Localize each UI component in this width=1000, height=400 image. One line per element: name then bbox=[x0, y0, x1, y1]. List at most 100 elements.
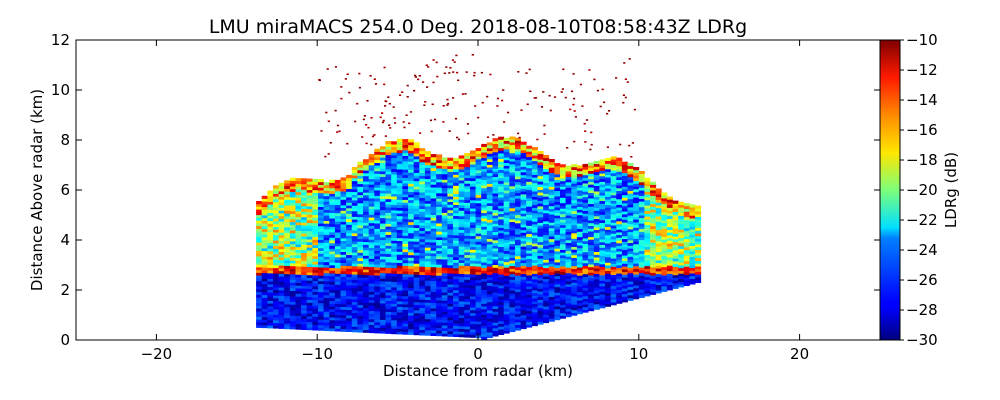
field-cell bbox=[543, 232, 550, 236]
field-cell bbox=[464, 155, 471, 159]
field-cell bbox=[593, 218, 600, 222]
field-cell bbox=[666, 257, 673, 261]
field-cell bbox=[695, 211, 702, 215]
field-cell bbox=[284, 298, 291, 302]
field-cell bbox=[261, 325, 268, 329]
field-cell bbox=[391, 204, 398, 208]
field-cell bbox=[627, 174, 634, 178]
field-cell bbox=[278, 226, 285, 230]
field-cell bbox=[374, 239, 381, 243]
field-cell bbox=[312, 239, 319, 243]
field-cell bbox=[650, 275, 657, 279]
field-cell bbox=[526, 195, 533, 199]
field-cell bbox=[396, 163, 403, 167]
field-cell bbox=[605, 262, 611, 266]
field-cell bbox=[650, 198, 657, 202]
field-cell bbox=[363, 192, 369, 196]
field-cell bbox=[284, 196, 291, 200]
field-cell bbox=[419, 200, 426, 204]
field-cell bbox=[666, 235, 673, 239]
field-cell bbox=[627, 292, 634, 296]
field-cell bbox=[599, 283, 606, 287]
field-cell bbox=[560, 238, 566, 242]
colorbar-tick-label: −24 bbox=[906, 241, 938, 259]
field-cell bbox=[351, 211, 358, 215]
field-cell bbox=[396, 185, 403, 189]
field-cell bbox=[436, 234, 443, 238]
field-cell bbox=[464, 199, 471, 203]
field-cell bbox=[503, 314, 510, 318]
field-cell bbox=[554, 190, 561, 194]
field-cell bbox=[261, 242, 268, 246]
field-cell bbox=[385, 190, 392, 194]
field-cell bbox=[464, 260, 471, 264]
field-cell bbox=[531, 196, 538, 200]
field-cell bbox=[379, 226, 386, 230]
field-cell bbox=[453, 223, 460, 227]
field-cell bbox=[447, 223, 454, 227]
field-cell bbox=[312, 264, 319, 268]
field-cell bbox=[447, 328, 454, 332]
field-cell bbox=[357, 216, 364, 220]
field-cell bbox=[284, 304, 291, 308]
field-cell bbox=[413, 288, 420, 292]
field-cell bbox=[470, 211, 476, 215]
field-cell bbox=[453, 262, 460, 266]
field-cell bbox=[447, 275, 454, 279]
field-cell bbox=[396, 298, 403, 302]
field-cell bbox=[301, 247, 308, 251]
field-cell bbox=[464, 249, 471, 253]
field-cell bbox=[447, 284, 454, 288]
field-cell bbox=[396, 155, 403, 159]
field-cell bbox=[560, 180, 566, 184]
field-cell bbox=[475, 274, 482, 278]
field-cell bbox=[582, 290, 589, 294]
field-cell bbox=[430, 206, 437, 210]
field-cell bbox=[334, 281, 341, 285]
field-cell bbox=[633, 178, 640, 182]
field-cell bbox=[351, 180, 358, 184]
field-cell bbox=[278, 298, 285, 302]
field-cell bbox=[278, 254, 285, 258]
field-cell bbox=[396, 182, 403, 186]
field-cell bbox=[588, 178, 595, 183]
field-cell bbox=[458, 221, 465, 225]
field-cell bbox=[644, 235, 651, 239]
field-cell bbox=[650, 256, 657, 260]
field-cell bbox=[391, 190, 398, 194]
field-cell bbox=[599, 233, 606, 237]
field-cell bbox=[374, 316, 381, 320]
field-cell bbox=[644, 274, 651, 278]
field-cell bbox=[655, 199, 662, 203]
field-cell bbox=[605, 166, 611, 170]
field-cell bbox=[424, 313, 431, 317]
field-cell bbox=[368, 217, 375, 221]
field-cell bbox=[273, 325, 279, 329]
field-cell bbox=[278, 290, 285, 294]
field-cell bbox=[385, 286, 392, 290]
field-cell bbox=[554, 264, 561, 268]
field-cell bbox=[565, 239, 572, 243]
field-cell bbox=[357, 302, 364, 306]
field-cell bbox=[616, 165, 623, 170]
field-cell bbox=[385, 245, 392, 249]
field-cell bbox=[278, 292, 285, 296]
field-cell bbox=[498, 227, 505, 231]
field-cell bbox=[424, 192, 431, 196]
field-cell bbox=[576, 291, 583, 295]
field-cell bbox=[599, 200, 606, 204]
field-cell bbox=[408, 186, 415, 190]
field-cell bbox=[363, 316, 369, 320]
field-cell bbox=[261, 283, 268, 287]
noise-speck bbox=[473, 74, 476, 77]
field-cell bbox=[424, 244, 431, 248]
field-cell bbox=[486, 197, 493, 201]
field-cell bbox=[346, 243, 353, 247]
field-cell bbox=[391, 270, 398, 274]
field-cell bbox=[621, 238, 628, 242]
field-cell bbox=[413, 249, 420, 253]
field-cell bbox=[453, 273, 460, 277]
field-cell bbox=[588, 233, 595, 238]
field-cell bbox=[267, 267, 274, 271]
field-cell bbox=[436, 239, 443, 243]
